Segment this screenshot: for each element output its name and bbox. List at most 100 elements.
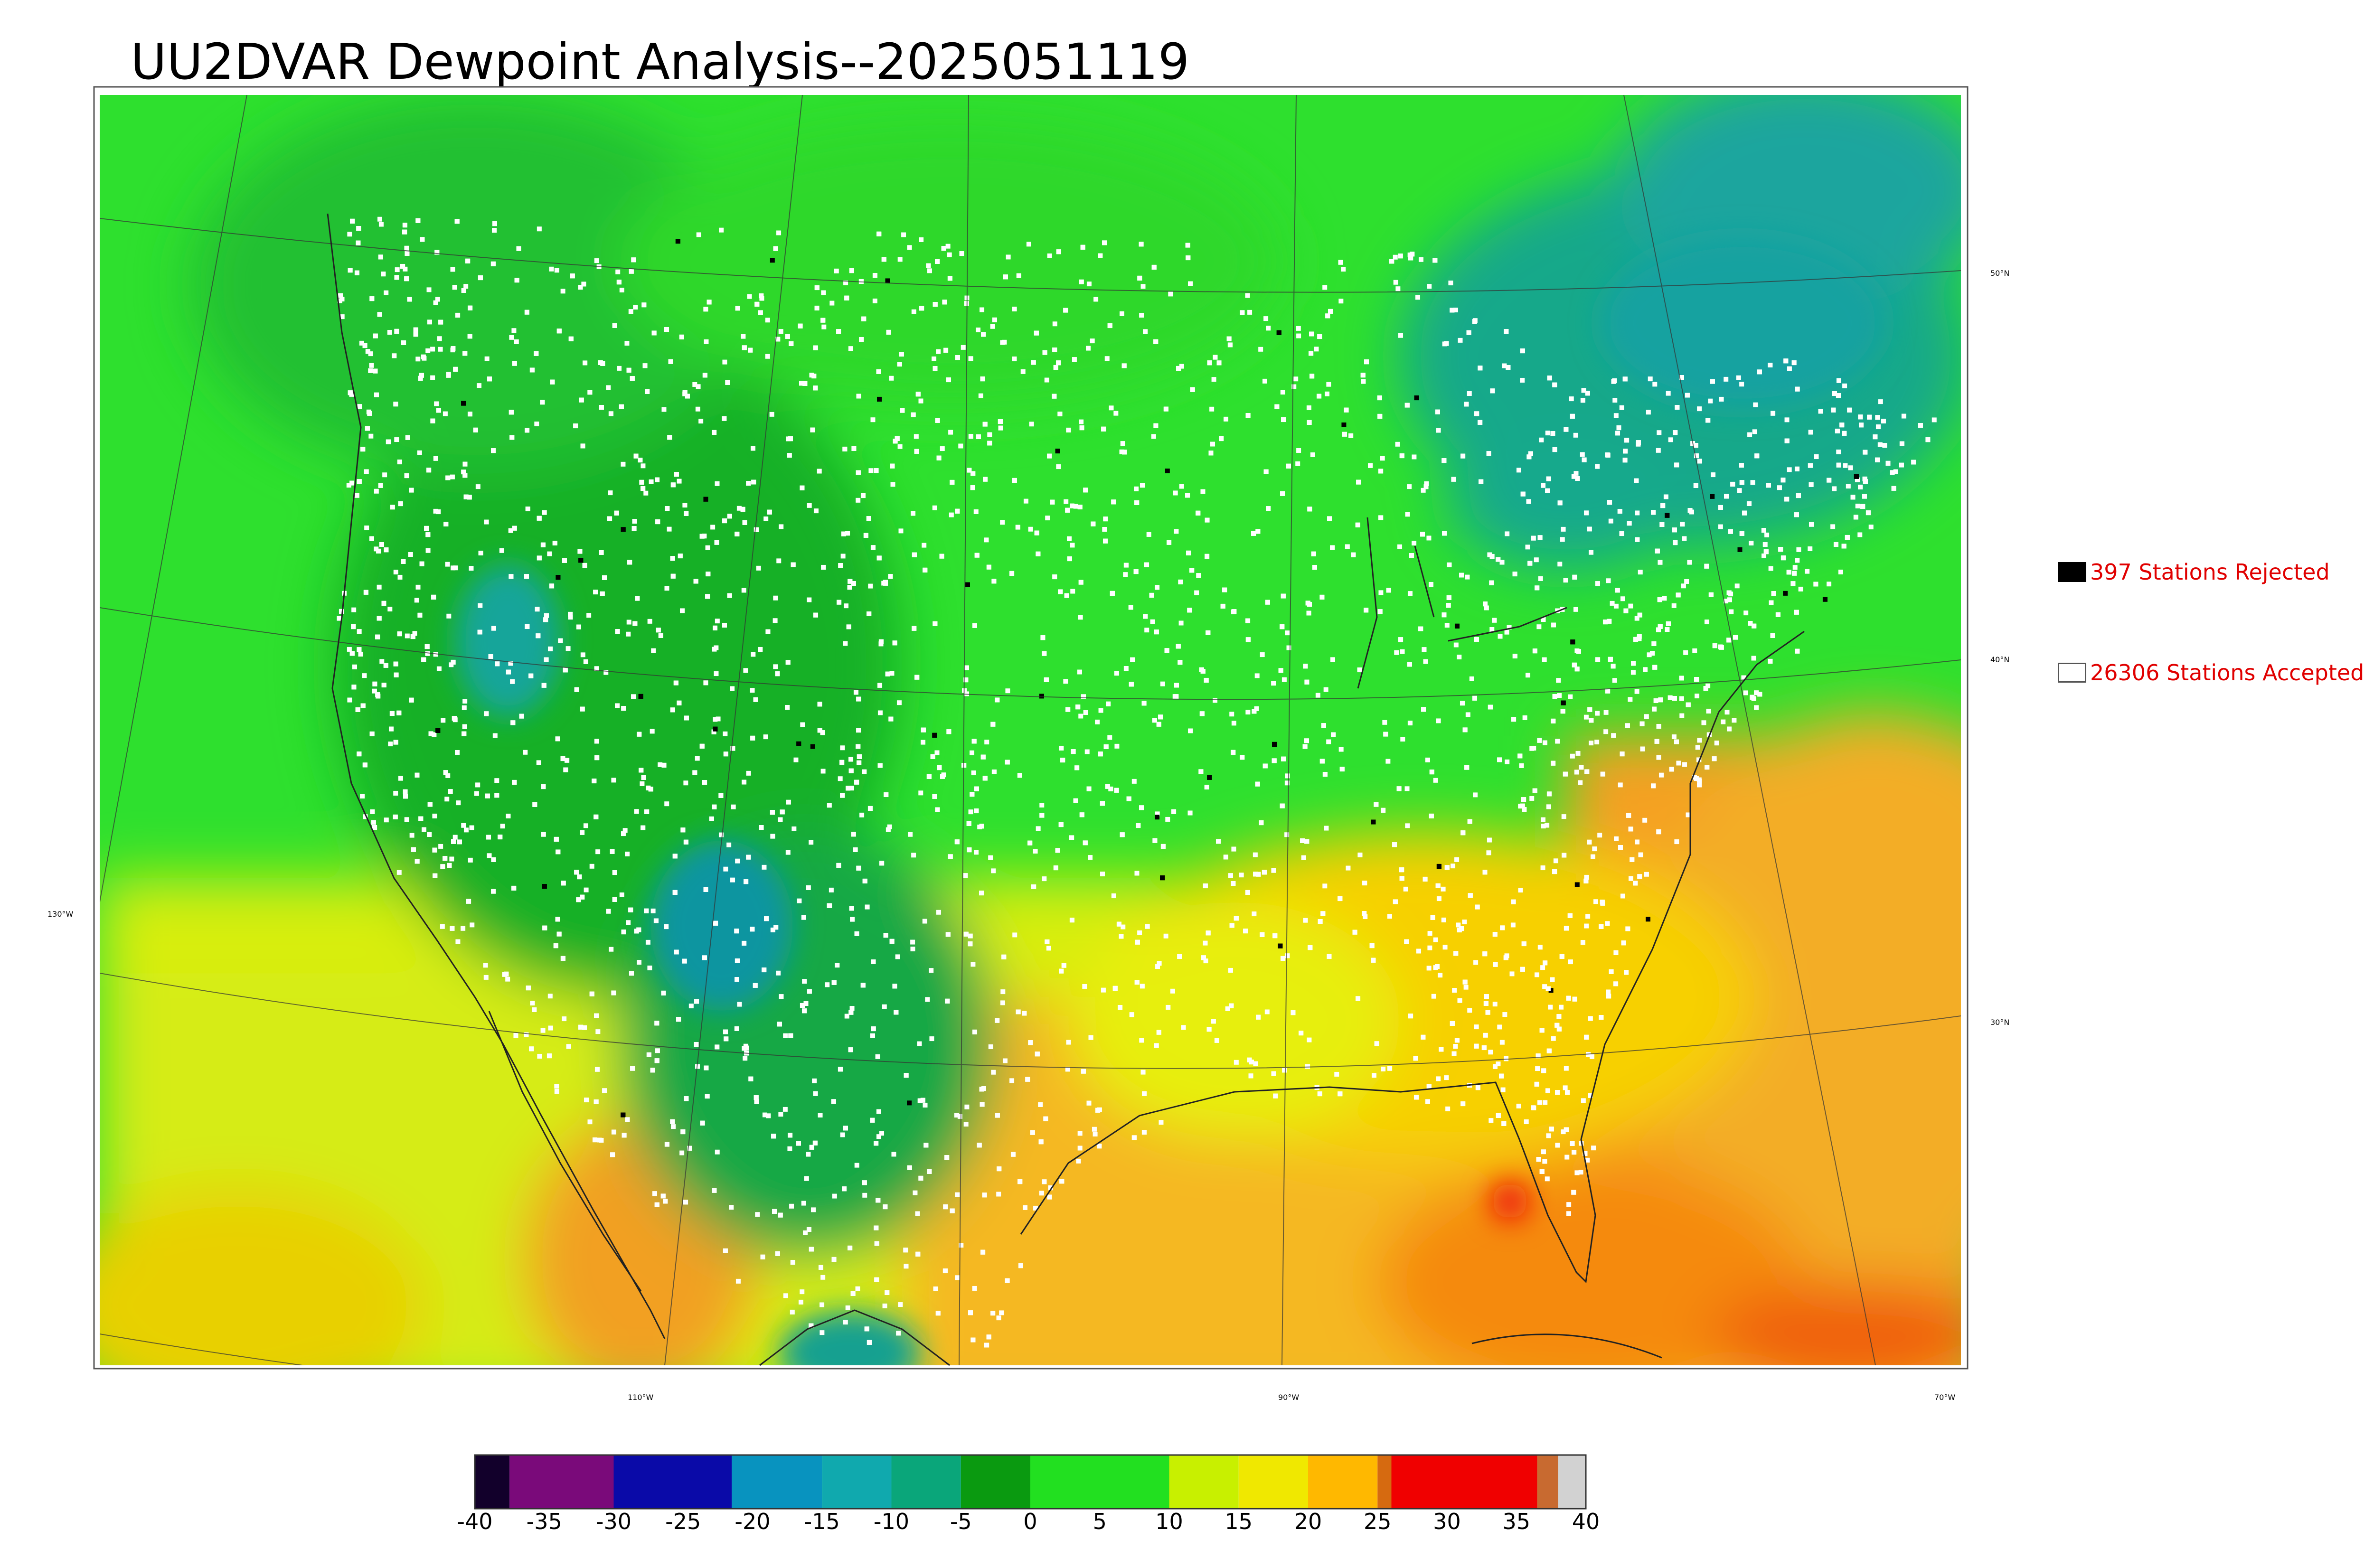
accepted-station [417, 450, 422, 455]
accepted-station [664, 1142, 669, 1147]
accepted-station [1031, 360, 1036, 365]
accepted-station [1603, 710, 1609, 715]
accepted-station [856, 470, 861, 475]
accepted-station [1684, 579, 1689, 584]
accepted-station [1065, 707, 1071, 712]
accepted-station [714, 540, 719, 545]
accepted-station [1762, 553, 1767, 558]
accepted-station [862, 1180, 867, 1185]
accepted-station [1378, 590, 1384, 595]
accepted-station [393, 661, 398, 667]
accepted-station [790, 1260, 795, 1265]
accepted-station [492, 228, 497, 233]
accepted-station [368, 368, 373, 373]
accepted-station [475, 484, 480, 489]
accepted-station [541, 832, 546, 837]
accepted-station [741, 588, 746, 593]
accepted-station [1378, 515, 1384, 520]
accepted-station [871, 1026, 876, 1032]
accepted-station [365, 349, 370, 354]
accepted-station [1769, 600, 1774, 605]
accepted-station [999, 1310, 1004, 1315]
accepted-station [862, 1192, 867, 1198]
accepted-station [1474, 411, 1479, 416]
accepted-station [1538, 576, 1543, 581]
accepted-station [433, 873, 438, 878]
accepted-station [1245, 710, 1251, 715]
accepted-station [1500, 925, 1505, 930]
accepted-station [1407, 721, 1413, 726]
accepted-station [1121, 363, 1127, 368]
accepted-station [1711, 472, 1716, 478]
accepted-station [1606, 989, 1611, 995]
accepted-station [1123, 563, 1129, 568]
accepted-station [1338, 1091, 1343, 1097]
accepted-station [936, 455, 942, 460]
accepted-station [1245, 890, 1250, 895]
accepted-station [1063, 679, 1068, 684]
accepted-station [986, 564, 991, 570]
accepted-station [1555, 1090, 1560, 1095]
accepted-station [1348, 433, 1354, 438]
accepted-station [629, 269, 634, 274]
accepted-station [802, 979, 807, 984]
accepted-station [1299, 1031, 1304, 1036]
accepted-station [508, 528, 513, 533]
accepted-station [621, 706, 626, 711]
accepted-station [1608, 518, 1613, 524]
accepted-station [1165, 817, 1170, 822]
accepted-station [1206, 1027, 1212, 1032]
accepted-station [1399, 867, 1404, 873]
accepted-station [1836, 462, 1841, 468]
accepted-station [1134, 486, 1139, 491]
accepted-station [1655, 548, 1660, 554]
accepted-station [835, 963, 840, 968]
accepted-station [506, 813, 511, 818]
accepted-station [1855, 477, 1860, 482]
accepted-station [679, 608, 685, 613]
accepted-station [554, 1084, 559, 1089]
accepted-station [772, 618, 778, 623]
accepted-station [838, 563, 843, 568]
accepted-station [433, 456, 438, 461]
accepted-station [1042, 350, 1047, 355]
accepted-station [1653, 698, 1658, 704]
accepted-station [628, 309, 633, 314]
accepted-station [799, 381, 804, 386]
rejected-station [1822, 597, 1828, 602]
accepted-station [357, 647, 362, 652]
accepted-station [680, 827, 686, 833]
accepted-station [611, 778, 616, 783]
accepted-station [615, 629, 620, 634]
accepted-station [1426, 1084, 1432, 1089]
accepted-station [1108, 786, 1113, 791]
rejected-station [1454, 623, 1460, 629]
accepted-station [1541, 483, 1546, 488]
accepted-station [1529, 796, 1535, 801]
accepted-station [1296, 448, 1301, 453]
accepted-station [705, 594, 710, 599]
accepted-station [475, 782, 480, 788]
accepted-station [1687, 560, 1692, 565]
accepted-station [854, 931, 859, 936]
accepted-station [619, 287, 624, 292]
accepted-station [339, 609, 344, 614]
accepted-station [834, 268, 839, 273]
accepted-station [452, 716, 457, 721]
accepted-station [431, 594, 436, 600]
accepted-station [1796, 493, 1801, 498]
accepted-station [944, 1155, 950, 1160]
accepted-station [851, 832, 856, 837]
accepted-station [1648, 376, 1653, 382]
accepted-station [1468, 893, 1473, 898]
accepted-station [1531, 745, 1536, 751]
accepted-station [542, 925, 547, 930]
accepted-station [1568, 694, 1573, 699]
accepted-station [369, 363, 374, 368]
accepted-station [1318, 919, 1323, 924]
accepted-station [1231, 881, 1236, 886]
accepted-station [670, 707, 675, 713]
accepted-station [1467, 391, 1472, 396]
accepted-station [530, 1001, 535, 1006]
accepted-station [1694, 677, 1699, 682]
